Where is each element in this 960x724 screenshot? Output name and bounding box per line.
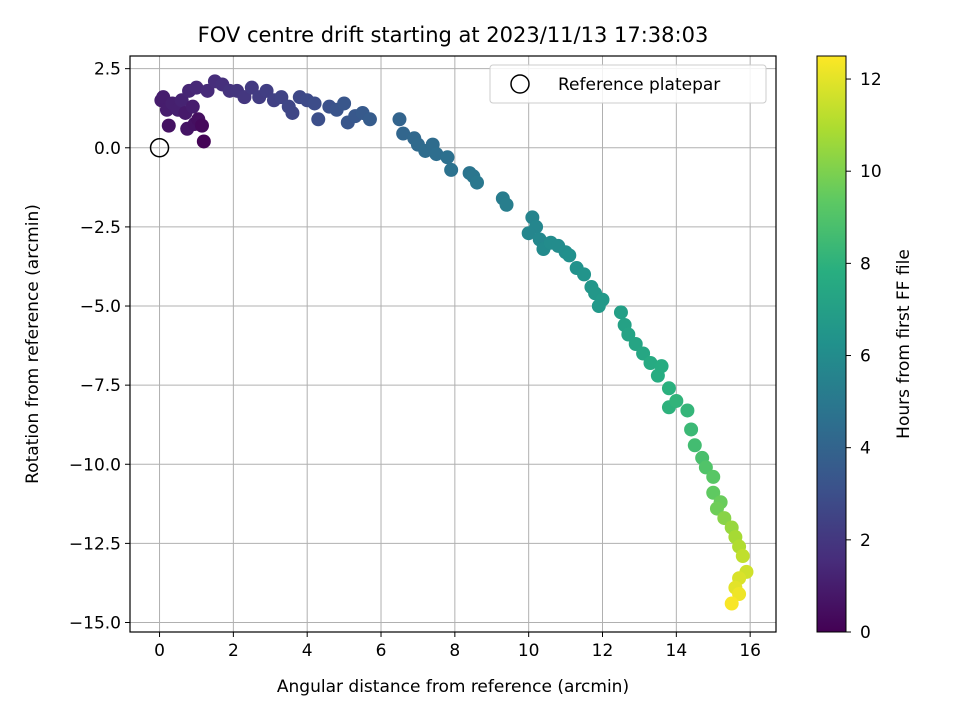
data-point	[185, 99, 200, 114]
data-point	[392, 112, 407, 127]
legend-entry-reference-platepar: Reference platepar	[558, 75, 720, 95]
data-point	[636, 346, 651, 361]
chart-title: FOV centre drift starting at 2023/11/13 …	[198, 23, 709, 47]
colorbar-tick-label: 10	[860, 162, 882, 182]
data-point	[706, 485, 721, 500]
data-point	[735, 549, 750, 564]
data-point	[709, 501, 724, 516]
plot-frame	[129, 55, 777, 633]
data-point	[362, 112, 377, 127]
data-point	[337, 96, 352, 111]
data-point	[396, 126, 411, 141]
legend-marker-icon	[510, 74, 530, 94]
data-point	[200, 83, 215, 98]
x-axis-label: Angular distance from reference (arcmin)	[277, 677, 629, 697]
colorbar-tick-label: 2	[860, 531, 871, 551]
data-point	[613, 305, 628, 320]
y-tick-label: −2.5	[80, 218, 121, 238]
y-tick-label: −7.5	[80, 376, 121, 396]
y-axis-label: Rotation from reference (arcmin)	[23, 204, 43, 484]
data-point	[307, 96, 322, 111]
y-tick-label: −15.0	[69, 614, 121, 634]
colorbar-tick-label: 8	[860, 254, 871, 274]
y-axis-ticks: 2.5 0.0 −2.5 −5.0 −7.5 −10.0 −12.5 −15.0	[69, 60, 130, 634]
x-tick-label: 8	[449, 641, 460, 661]
data-point	[698, 460, 713, 475]
y-tick-label: 0.0	[94, 139, 121, 159]
x-tick-label: 14	[666, 641, 688, 661]
colorbar-tick-label: 6	[860, 347, 871, 367]
x-tick-label: 12	[592, 641, 614, 661]
data-point	[628, 337, 643, 351]
colorbar: 0 2 4 6 8 10 12 Hours from first FF file	[816, 55, 914, 643]
x-tick-label: 6	[376, 641, 387, 661]
data-point	[717, 511, 732, 526]
data-point	[161, 118, 176, 133]
y-tick-label: −5.0	[80, 297, 121, 317]
data-point	[429, 147, 444, 162]
x-tick-label: 10	[518, 641, 540, 661]
legend-box	[489, 64, 767, 104]
data-point	[621, 327, 636, 342]
data-point	[196, 134, 211, 149]
data-point	[440, 150, 455, 165]
data-point	[661, 381, 676, 396]
x-tick-label: 2	[228, 641, 239, 661]
data-point	[194, 118, 209, 133]
x-axis-ticks: 0 2 4 6 8 10 12 14 16	[154, 632, 761, 661]
grid	[130, 56, 776, 632]
data-point	[732, 587, 747, 602]
x-tick-label: 4	[302, 641, 313, 661]
colorbar-ticks: 0 2 4 6 8 10 12	[846, 70, 882, 643]
data-point	[591, 299, 606, 314]
reference-platepar-marker	[149, 138, 170, 158]
data-point	[562, 248, 577, 263]
colorbar-tick-label: 0	[860, 623, 871, 643]
data-point	[174, 93, 189, 108]
data-point	[724, 596, 739, 611]
data-point	[244, 80, 259, 95]
colorbar-label: Hours from first FF file	[894, 249, 914, 439]
data-point	[706, 469, 721, 484]
y-tick-label: −12.5	[69, 534, 121, 554]
data-point	[285, 105, 300, 120]
data-point	[274, 90, 289, 105]
data-points	[149, 74, 754, 611]
legend: Reference platepar	[489, 64, 767, 104]
data-point	[237, 90, 252, 105]
data-point	[669, 393, 684, 408]
data-point	[259, 83, 274, 98]
data-point	[687, 438, 702, 453]
data-point	[643, 355, 658, 370]
y-tick-label: 2.5	[94, 60, 121, 80]
data-point	[577, 267, 592, 282]
x-tick-label: 0	[154, 641, 165, 661]
data-point	[311, 112, 326, 127]
data-point	[499, 197, 514, 212]
data-point	[444, 162, 459, 177]
data-point	[469, 175, 484, 190]
data-point	[684, 422, 699, 437]
colorbar-gradient	[816, 55, 847, 633]
data-point	[654, 359, 669, 374]
x-tick-label: 16	[739, 641, 761, 661]
colorbar-tick-label: 12	[860, 70, 882, 90]
data-point	[680, 403, 695, 418]
colorbar-tick-label: 4	[860, 439, 871, 459]
data-point	[189, 80, 204, 95]
y-tick-label: −10.0	[69, 455, 121, 475]
data-point	[521, 226, 536, 241]
